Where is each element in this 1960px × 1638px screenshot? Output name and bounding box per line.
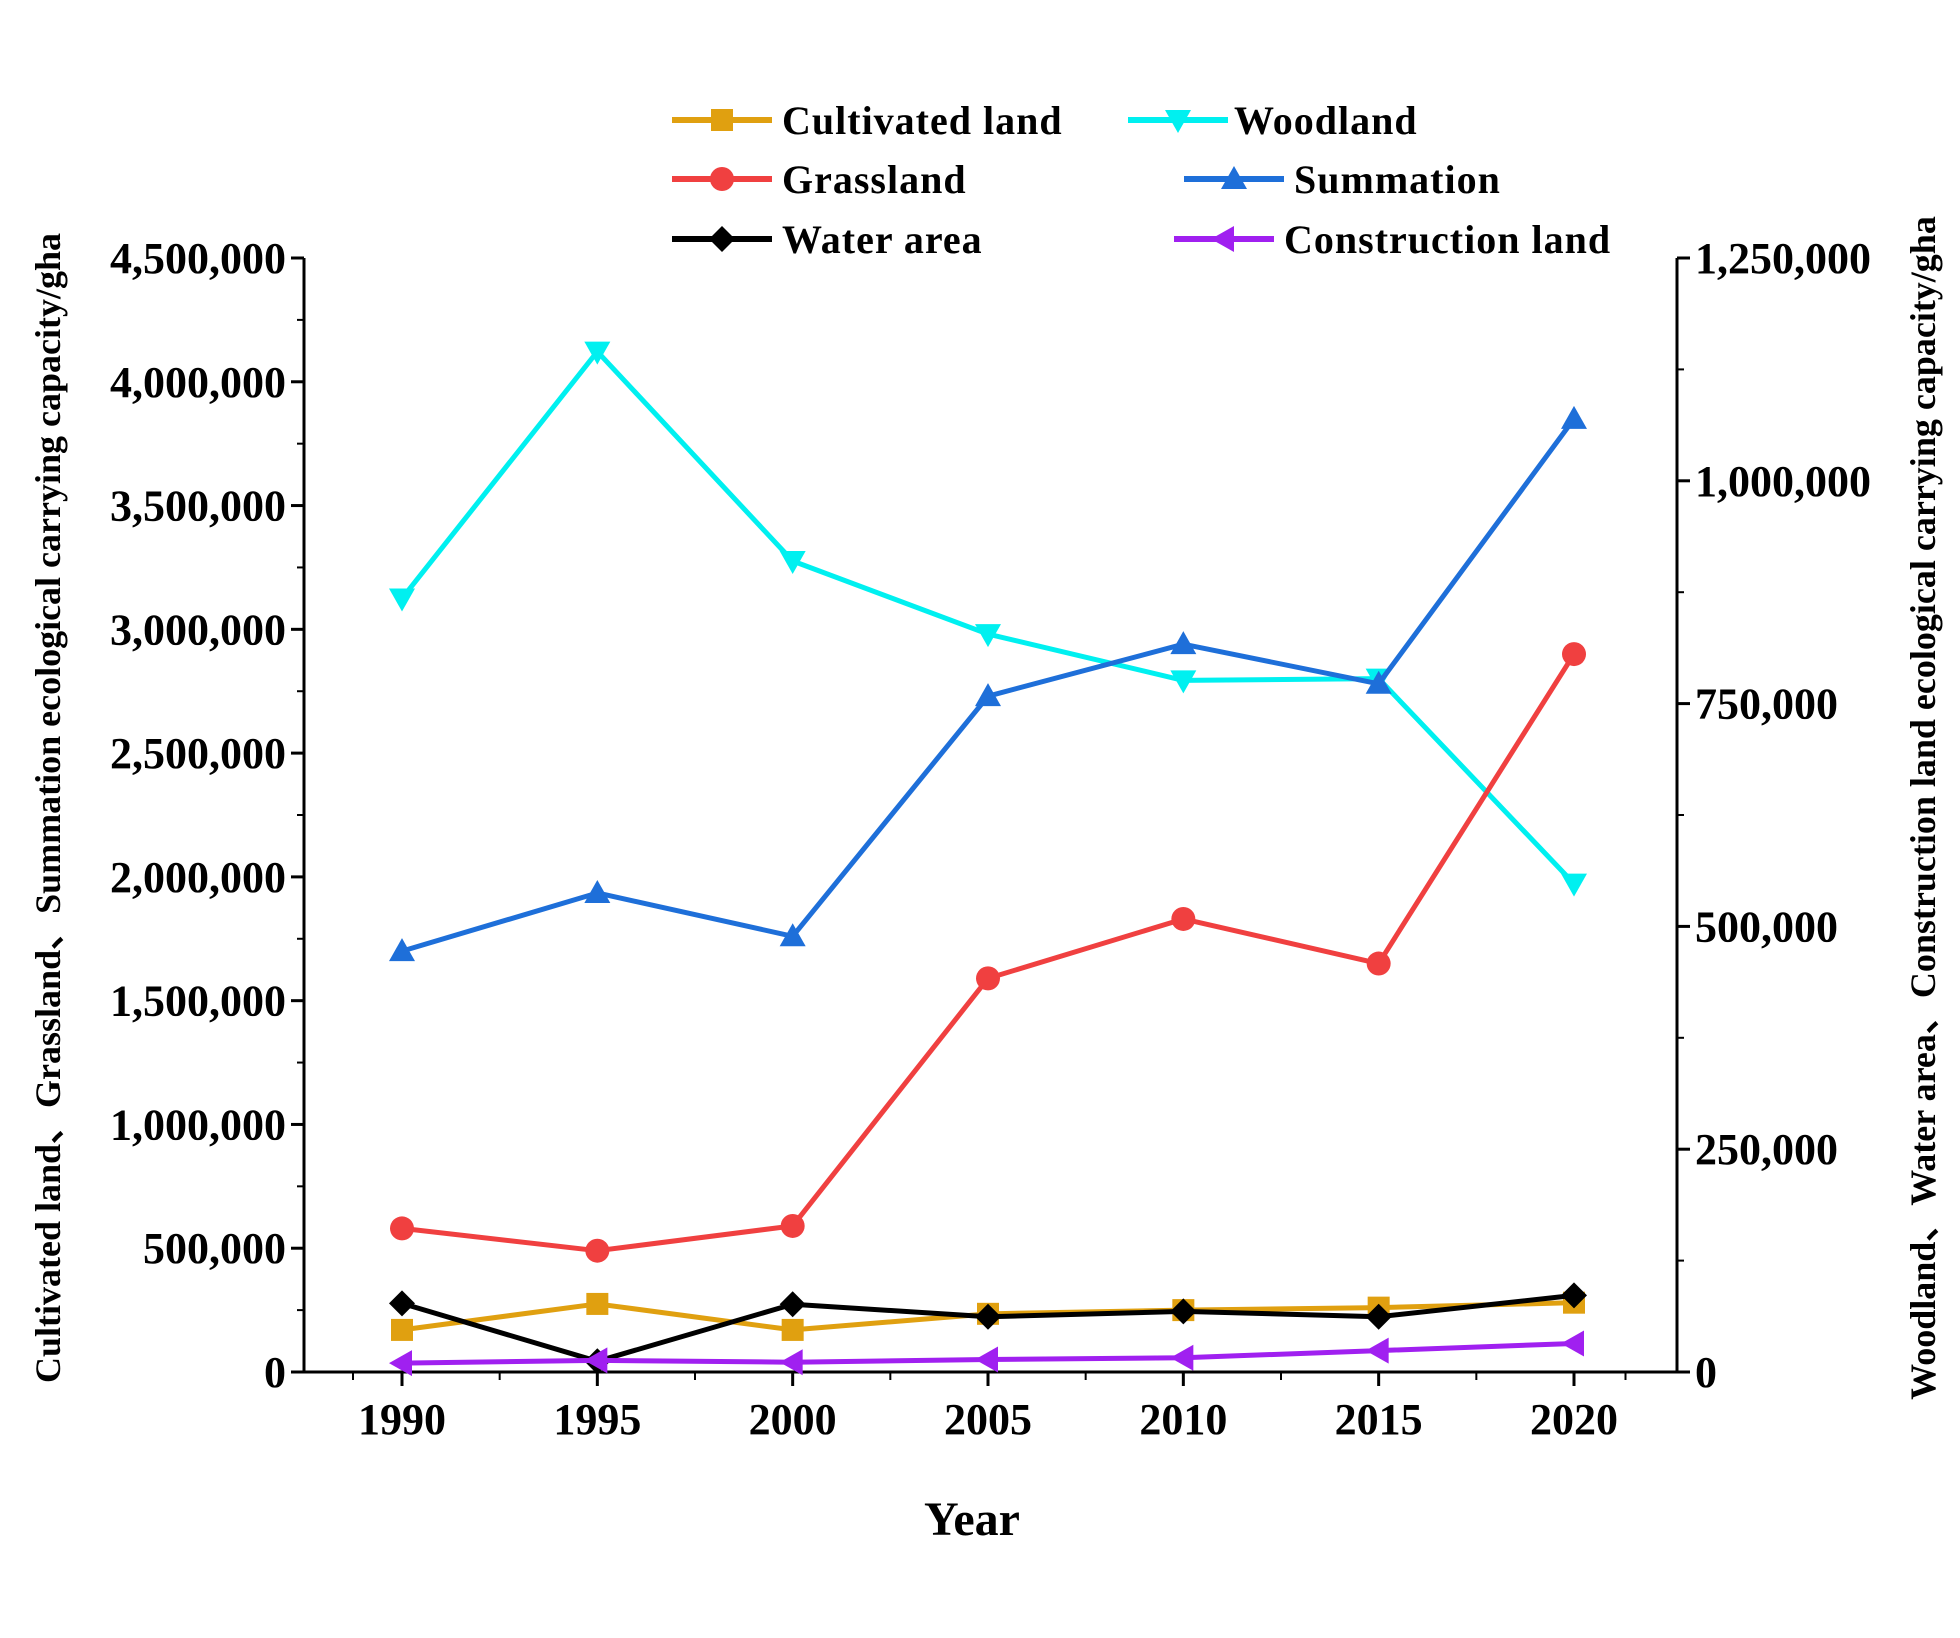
cultivated-land-point — [586, 1292, 609, 1315]
legend-item-cultivated-land: Cultivated land — [672, 98, 1063, 143]
water-area-point — [1561, 1282, 1587, 1309]
legend-item-summation: Summation — [1184, 157, 1501, 202]
legend-marker — [1211, 226, 1234, 252]
cultivated-land-point — [781, 1318, 804, 1341]
left-tick-label: 500,000 — [143, 1224, 286, 1273]
grassland-line — [401, 652, 1577, 1254]
woodland-point — [975, 624, 1001, 648]
series-woodland — [389, 341, 1587, 897]
legend-label: Water area — [782, 217, 983, 262]
left-tick-label: 2,000,000 — [110, 853, 286, 902]
grassland-point — [390, 1216, 414, 1241]
cultivated-land-point — [391, 1318, 413, 1341]
summation-point — [1170, 631, 1197, 655]
left-tick-label: 1,000,000 — [110, 1100, 286, 1149]
legend-label: Summation — [1294, 157, 1501, 202]
x-tick-label: 1990 — [358, 1395, 446, 1444]
x-tick-label: 2000 — [749, 1395, 837, 1444]
legend-item-grassland: Grassland — [672, 157, 967, 202]
woodland-point — [1561, 873, 1587, 897]
legend-marker — [711, 109, 733, 131]
legend: Cultivated land Woodland Grassland Summatio… — [672, 98, 1611, 262]
right-tick-label: 1,250,000 — [1695, 234, 1871, 283]
construction-land-point — [779, 1349, 803, 1376]
left-axis-title: Cultivated land、Grassland、Summation ecol… — [28, 233, 68, 1383]
left-ticks: 0 500,000 1,000,000 1,500,000 2,000,000 2,500… — [110, 234, 304, 1397]
legend-marker — [709, 226, 735, 252]
left-tick-label: 1,500,000 — [110, 977, 286, 1026]
grassland-point — [1562, 642, 1586, 667]
x-ticks: 1990 1995 2000 2005 2010 2015 2020 — [352, 1372, 1627, 1444]
grassland-point — [780, 1213, 805, 1238]
left-tick-label: 3,500,000 — [110, 482, 286, 531]
right-tick-label: 1,000,000 — [1695, 457, 1871, 506]
x-axis-title: Year — [924, 1493, 1020, 1546]
grassland-point — [976, 966, 1000, 991]
woodland-point — [1170, 670, 1197, 694]
legend-marker — [1221, 166, 1247, 189]
legend-label: Cultivated land — [782, 98, 1063, 143]
summation-point — [389, 938, 415, 962]
x-tick-label: 2005 — [944, 1395, 1032, 1444]
series-construction-land — [389, 1330, 1584, 1377]
legend-item-woodland: Woodland — [1128, 98, 1418, 143]
summation-point — [1365, 670, 1392, 694]
legend-marker — [1165, 110, 1191, 133]
water-area-point — [389, 1290, 415, 1317]
right-tick-label: 250,000 — [1695, 1125, 1838, 1174]
water-area-point — [975, 1303, 1001, 1330]
summation-point — [975, 683, 1001, 707]
construction-land-point — [584, 1347, 608, 1374]
construction-land-point — [1365, 1337, 1389, 1364]
x-tick-label: 2020 — [1530, 1395, 1618, 1444]
legend-label: Construction land — [1284, 217, 1611, 262]
water-area-point — [1365, 1303, 1392, 1330]
right-tick-label: 0 — [1695, 1348, 1717, 1397]
left-tick-label: 4,000,000 — [110, 358, 286, 407]
grassland-point — [1171, 906, 1196, 931]
grassland-point — [1366, 951, 1391, 976]
grassland-point — [585, 1238, 610, 1263]
summation-point — [779, 923, 806, 947]
right-tick-label: 500,000 — [1695, 902, 1838, 951]
summation-point — [584, 879, 611, 903]
right-axis-title: Woodland、Water area、Construction land ec… — [1903, 216, 1943, 1400]
woodland-point — [779, 551, 806, 575]
water-area-point — [1170, 1298, 1197, 1325]
series-summation — [389, 405, 1587, 962]
woodland-line — [400, 349, 1576, 886]
left-tick-label: 2,500,000 — [110, 729, 286, 778]
series-grassland — [390, 642, 1586, 1263]
construction-land-point — [389, 1350, 412, 1377]
legend-marker — [710, 167, 734, 191]
construction-land-point — [1561, 1330, 1584, 1357]
left-tick-label: 3,000,000 — [110, 605, 286, 654]
woodland-point — [584, 341, 611, 365]
right-tick-label: 750,000 — [1695, 680, 1838, 729]
summation-point — [1561, 405, 1587, 429]
left-tick-label: 4,500,000 — [110, 234, 286, 283]
series-group — [389, 341, 1587, 1377]
legend-item-construction-land: Construction land — [1174, 217, 1611, 262]
construction-land-point — [1170, 1344, 1194, 1371]
x-tick-label: 2015 — [1335, 1395, 1423, 1444]
x-tick-label: 1995 — [553, 1395, 641, 1444]
right-ticks: 0 250,000 500,000 750,000 1,000,000 1,250,000 — [1677, 234, 1871, 1397]
legend-item-water-area: Water area — [672, 217, 983, 262]
construction-land-point — [975, 1346, 998, 1373]
x-tick-label: 2010 — [1139, 1395, 1227, 1444]
legend-label: Grassland — [782, 157, 967, 202]
left-tick-label: 0 — [264, 1348, 286, 1397]
legend-label: Woodland — [1234, 98, 1418, 143]
woodland-point — [389, 588, 415, 612]
water-area-point — [779, 1291, 806, 1318]
